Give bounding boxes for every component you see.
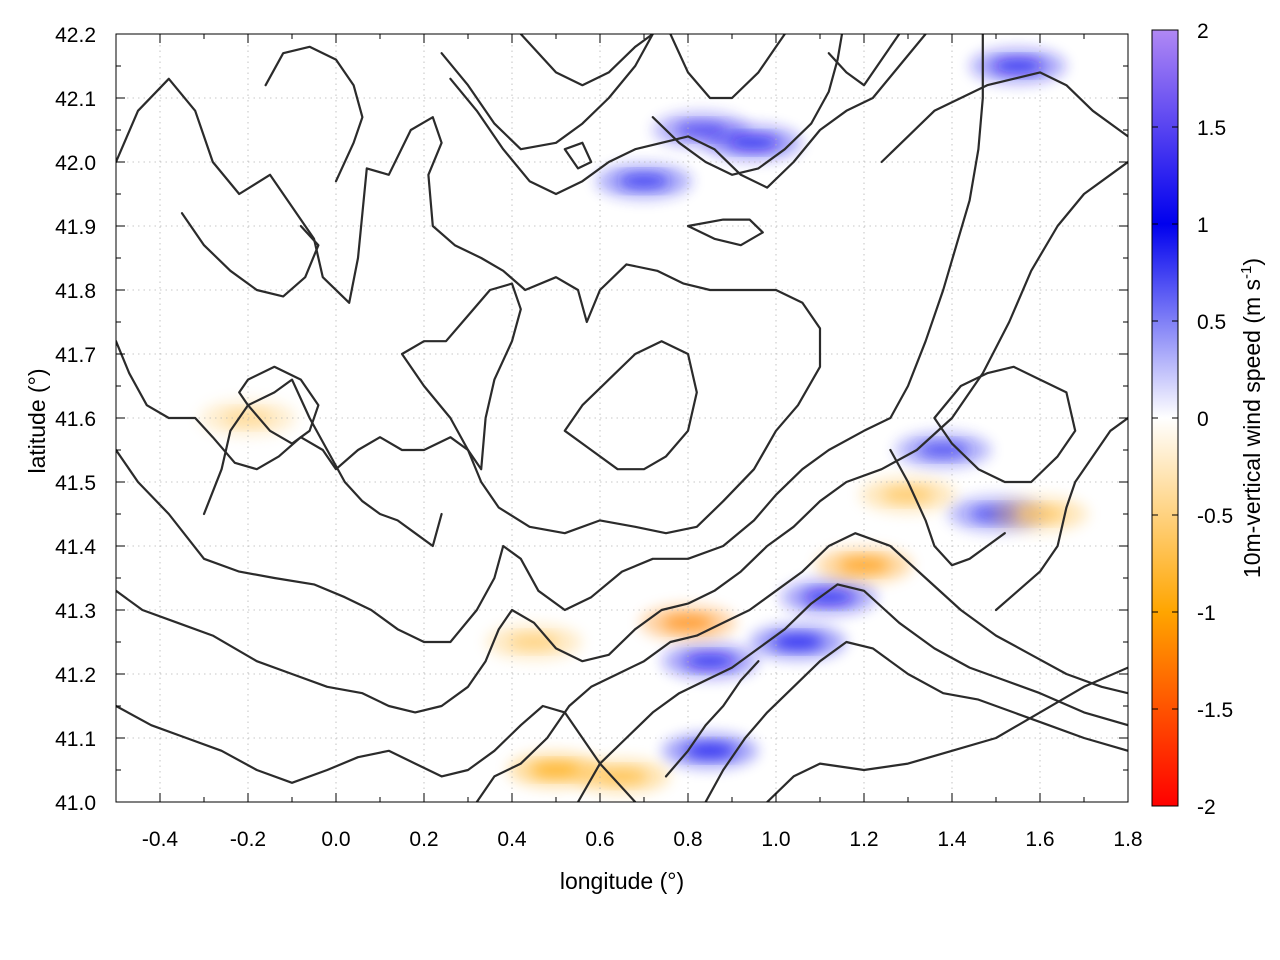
y-tick-label: 41.1 [55, 728, 96, 751]
x-tick-label: -0.4 [142, 828, 179, 851]
colorbar-title: 10m-vertical wind speed (m s-1) [1238, 258, 1265, 578]
wind-hotspot [802, 590, 855, 605]
terrain-contour-line [766, 666, 1128, 802]
wind-hotspot [508, 635, 560, 649]
wind-hotspot [838, 558, 890, 573]
y-tick-label: 42.2 [55, 24, 96, 47]
colorbar-ticks [1152, 29, 1178, 807]
x-tick-label: 1.6 [1025, 828, 1054, 851]
x-tick-label: 0.2 [409, 828, 438, 851]
wind-hotspot [882, 487, 934, 502]
y-tick-label: 41.3 [55, 600, 96, 623]
terrain-contour-line [651, 34, 844, 176]
terrain-contour-line [202, 378, 443, 548]
terrain-contour-line [116, 34, 984, 644]
colorbar-tick-label: -1.5 [1197, 699, 1233, 722]
wind-hotspot [992, 59, 1044, 73]
terrain-contour-line [264, 45, 364, 183]
terrain-contour-line [889, 448, 1006, 567]
y-axis-title: latitude (°) [24, 368, 50, 473]
terrain-contour-line [238, 365, 320, 445]
terrain-contours [116, 34, 1128, 802]
terrain-contour-line [116, 704, 637, 802]
wind-hotspot [917, 443, 970, 457]
y-tick-label: 41.5 [55, 472, 96, 495]
y-tick-labels: 41.0 41.1 41.2 41.3 41.4 41.5 41.6 41.7 41.8 41.9… [55, 24, 96, 815]
terrain-contour-line [475, 532, 1128, 802]
terrain-contour-line [440, 34, 654, 151]
colorbar-tick-label: 0 [1197, 408, 1209, 431]
wind-hotspot [684, 654, 736, 669]
x-tick-label: -0.2 [230, 828, 266, 851]
y-tick-label: 42.0 [55, 152, 96, 175]
x-tick-label: 0.6 [585, 828, 614, 851]
colorbar-tick-label: -2 [1197, 796, 1216, 819]
y-tick-label: 41.0 [55, 792, 96, 815]
colorbar-tick-label: -1 [1197, 602, 1216, 625]
colorbar-tick-label: 1 [1197, 214, 1209, 237]
y-tick-label: 41.6 [55, 408, 96, 431]
y-tick-label: 41.4 [55, 536, 96, 559]
x-tick-label: 1.4 [937, 828, 967, 851]
x-axis-title: longitude (°) [560, 868, 684, 894]
wind-hotspot [684, 743, 736, 758]
x-tick-label: 0.8 [673, 828, 702, 851]
terrain-contour-line [563, 340, 698, 471]
x-tick-label: 0.4 [497, 828, 527, 851]
terrain-contour-line [933, 365, 1077, 484]
y-tick-label: 41.9 [55, 216, 96, 239]
colorbar-tick-label: 2 [1197, 20, 1209, 43]
terrain-contour-line [116, 77, 822, 535]
x-tick-label: 1.2 [849, 828, 878, 851]
y-tick-label: 41.8 [55, 280, 96, 303]
wind-hotspot [530, 763, 582, 777]
terrain-contour-line [449, 34, 927, 196]
wind-hotspot [596, 769, 648, 784]
terrain-contour-line [994, 416, 1128, 612]
terrain-contour-line [563, 141, 593, 170]
grid-lines [116, 34, 1128, 802]
x-tick-label: 1.0 [761, 828, 790, 851]
terrain-contour-line [664, 660, 760, 778]
terrain-contour-line [827, 34, 901, 87]
terrain-contour-line [880, 71, 1128, 164]
y-tick-label: 41.2 [55, 664, 96, 687]
colorbar-tick-label: 1.5 [1197, 117, 1226, 140]
terrain-contour-line [704, 640, 1128, 802]
terrain-contour-line [400, 282, 522, 471]
axis-ticks [116, 33, 1129, 803]
terrain-contour-line [519, 34, 654, 87]
y-tick-label: 42.1 [55, 88, 96, 111]
colorbar-tick-labels: 2 1.5 1 0.5 0 -0.5 -1 -1.5 -2 [1197, 20, 1233, 819]
y-tick-label: 41.7 [55, 344, 96, 367]
terrain-contour-line [576, 583, 1128, 802]
x-tick-labels: -0.4 -0.2 0.0 0.2 0.4 0.6 0.8 1.0 1.2 1.4 1.6 1.8 [142, 828, 1143, 851]
terrain-contour-line [116, 160, 1128, 714]
terrain-contour-line [669, 34, 786, 100]
terrain-contour-line [686, 218, 764, 247]
colorbar-tick-label: -0.5 [1197, 505, 1233, 528]
colorbar-tick-label: 0.5 [1197, 311, 1226, 334]
terrain-contour-line [180, 212, 320, 298]
x-tick-label: 0.0 [321, 828, 350, 851]
wind-hotspot [618, 174, 670, 189]
wind-hotspot [772, 635, 824, 649]
wind-hotspot [728, 135, 780, 150]
x-tick-label: 1.8 [1113, 828, 1142, 851]
